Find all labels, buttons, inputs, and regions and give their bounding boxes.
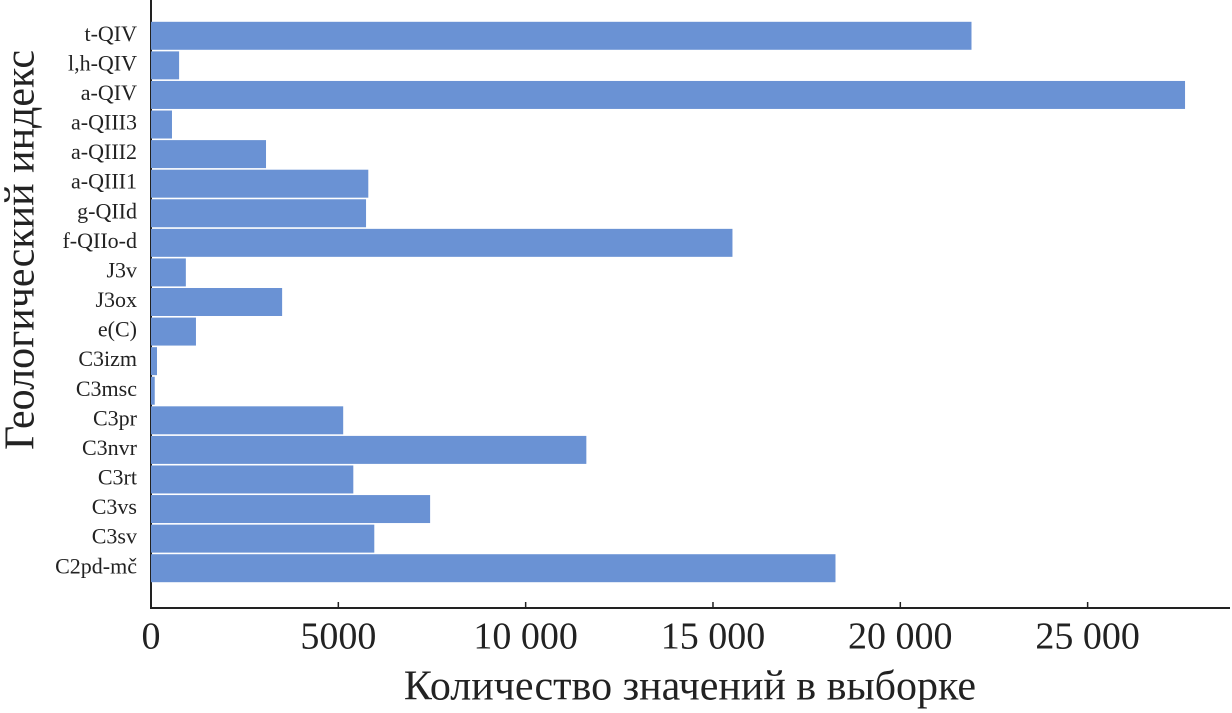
x-tick-label: 20 000 bbox=[848, 616, 953, 658]
bar bbox=[151, 51, 180, 80]
y-axis-title: Геологический индекс bbox=[0, 50, 44, 450]
bar bbox=[151, 199, 367, 228]
y-tick-label: J3ox bbox=[95, 287, 137, 312]
y-tick-label: a-QIII1 bbox=[71, 169, 137, 194]
y-tick-label: C3rt bbox=[98, 465, 137, 490]
bar bbox=[151, 376, 155, 405]
y-tick-label: C3izm bbox=[78, 346, 137, 371]
bar bbox=[151, 435, 587, 464]
y-tick-label: a-QIV bbox=[81, 80, 137, 105]
y-tick-label: e(C) bbox=[98, 317, 137, 342]
y-tick-label: J3v bbox=[106, 257, 137, 282]
bar bbox=[151, 228, 733, 257]
y-tick-label: a-QIII2 bbox=[71, 139, 137, 164]
x-tick-label: 25 000 bbox=[1035, 616, 1140, 658]
bar bbox=[151, 140, 267, 169]
bar bbox=[151, 524, 375, 553]
bar bbox=[151, 288, 283, 316]
bar bbox=[151, 110, 172, 139]
bar bbox=[151, 80, 1186, 109]
y-tick-label: C3pr bbox=[93, 405, 138, 430]
y-tick-label: g-QIId bbox=[77, 198, 137, 223]
bar bbox=[151, 465, 354, 494]
bar bbox=[151, 258, 186, 287]
y-tick-label: a-QIII3 bbox=[71, 110, 137, 135]
bar bbox=[151, 554, 836, 583]
x-tick-label: 0 bbox=[142, 616, 161, 658]
y-tick-label: C3vs bbox=[92, 494, 137, 519]
x-tick-label: 5000 bbox=[300, 616, 376, 658]
y-tick-label: t-QIV bbox=[84, 21, 137, 46]
x-tick-label: 15 000 bbox=[661, 616, 766, 658]
y-tick-label: f-QIIo-d bbox=[62, 228, 137, 253]
y-tick-label: C2pd-mč bbox=[55, 553, 137, 578]
y-tick-label: C3msc bbox=[76, 376, 137, 401]
bar bbox=[151, 406, 344, 435]
y-tick-label: l,h-QIV bbox=[68, 50, 137, 75]
x-tick-label: 10 000 bbox=[473, 616, 578, 658]
bar bbox=[151, 495, 431, 524]
bar bbox=[151, 317, 196, 346]
y-tick-label: C3nvr bbox=[82, 435, 138, 460]
x-axis-title: Количество значений в выборке bbox=[404, 664, 976, 710]
bar bbox=[151, 21, 972, 50]
bar bbox=[151, 169, 369, 198]
bar bbox=[151, 347, 157, 376]
y-tick-label: C3sv bbox=[92, 524, 137, 549]
